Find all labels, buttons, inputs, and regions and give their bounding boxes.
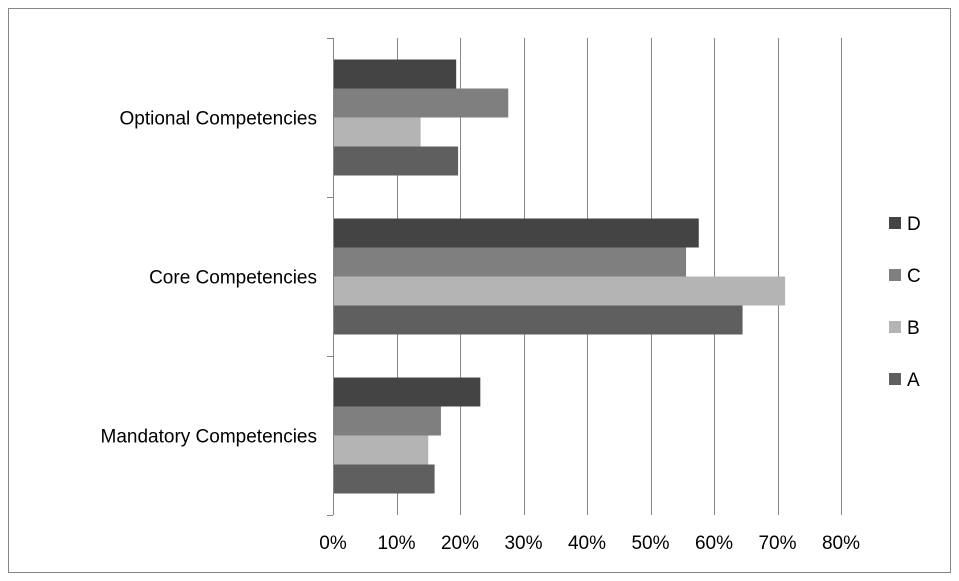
bar-C-mandatory-competencies <box>333 406 441 436</box>
labels: 0% 10% 20% 30% 40% 50% 60% 70% 80% Mandatory Comp… <box>101 109 861 555</box>
bar-C-optional-competencies <box>333 88 509 118</box>
legend: D C B A <box>889 214 921 391</box>
legend-swatch-A <box>889 373 901 385</box>
x-tick-label: 0% <box>319 533 347 554</box>
bar-B-optional-competencies <box>333 117 421 147</box>
bar-A-core-competencies <box>333 305 743 335</box>
x-tick-label: 70% <box>758 533 796 554</box>
category-label: Core Competencies <box>149 268 317 289</box>
x-tick-label: 80% <box>822 533 860 554</box>
x-tick-label: 50% <box>631 533 669 554</box>
x-tick-label: 10% <box>377 533 415 554</box>
legend-swatch-D <box>889 217 901 229</box>
legend-swatch-C <box>889 269 901 281</box>
bar-A-mandatory-competencies <box>333 464 435 494</box>
x-tick-label: 30% <box>504 533 542 554</box>
legend-label-B: B <box>907 318 920 339</box>
bar-B-core-competencies <box>333 276 786 306</box>
bar-D-optional-competencies <box>333 59 457 89</box>
category-label: Optional Competencies <box>120 109 318 130</box>
legend-label-D: D <box>907 214 921 235</box>
bar-D-core-competencies <box>333 218 699 248</box>
axes <box>327 38 334 516</box>
bar-C-core-competencies <box>333 247 687 277</box>
x-tick-label: 40% <box>568 533 606 554</box>
x-tick-label: 60% <box>695 533 733 554</box>
bar-chart: 0% 10% 20% 30% 40% 50% 60% 70% 80% Mandatory Comp… <box>101 38 921 555</box>
category-label: Mandatory Competencies <box>101 427 318 448</box>
bars <box>333 59 786 494</box>
legend-swatch-B <box>889 321 901 333</box>
bar-D-mandatory-competencies <box>333 377 481 407</box>
bar-B-mandatory-competencies <box>333 435 429 465</box>
x-tick-label: 20% <box>441 533 479 554</box>
legend-label-C: C <box>907 266 921 287</box>
chart-area: 0% 10% 20% 30% 40% 50% 60% 70% 80% Mandatory Comp… <box>8 8 951 573</box>
legend-label-A: A <box>907 370 920 391</box>
bar-A-optional-competencies <box>333 146 459 176</box>
